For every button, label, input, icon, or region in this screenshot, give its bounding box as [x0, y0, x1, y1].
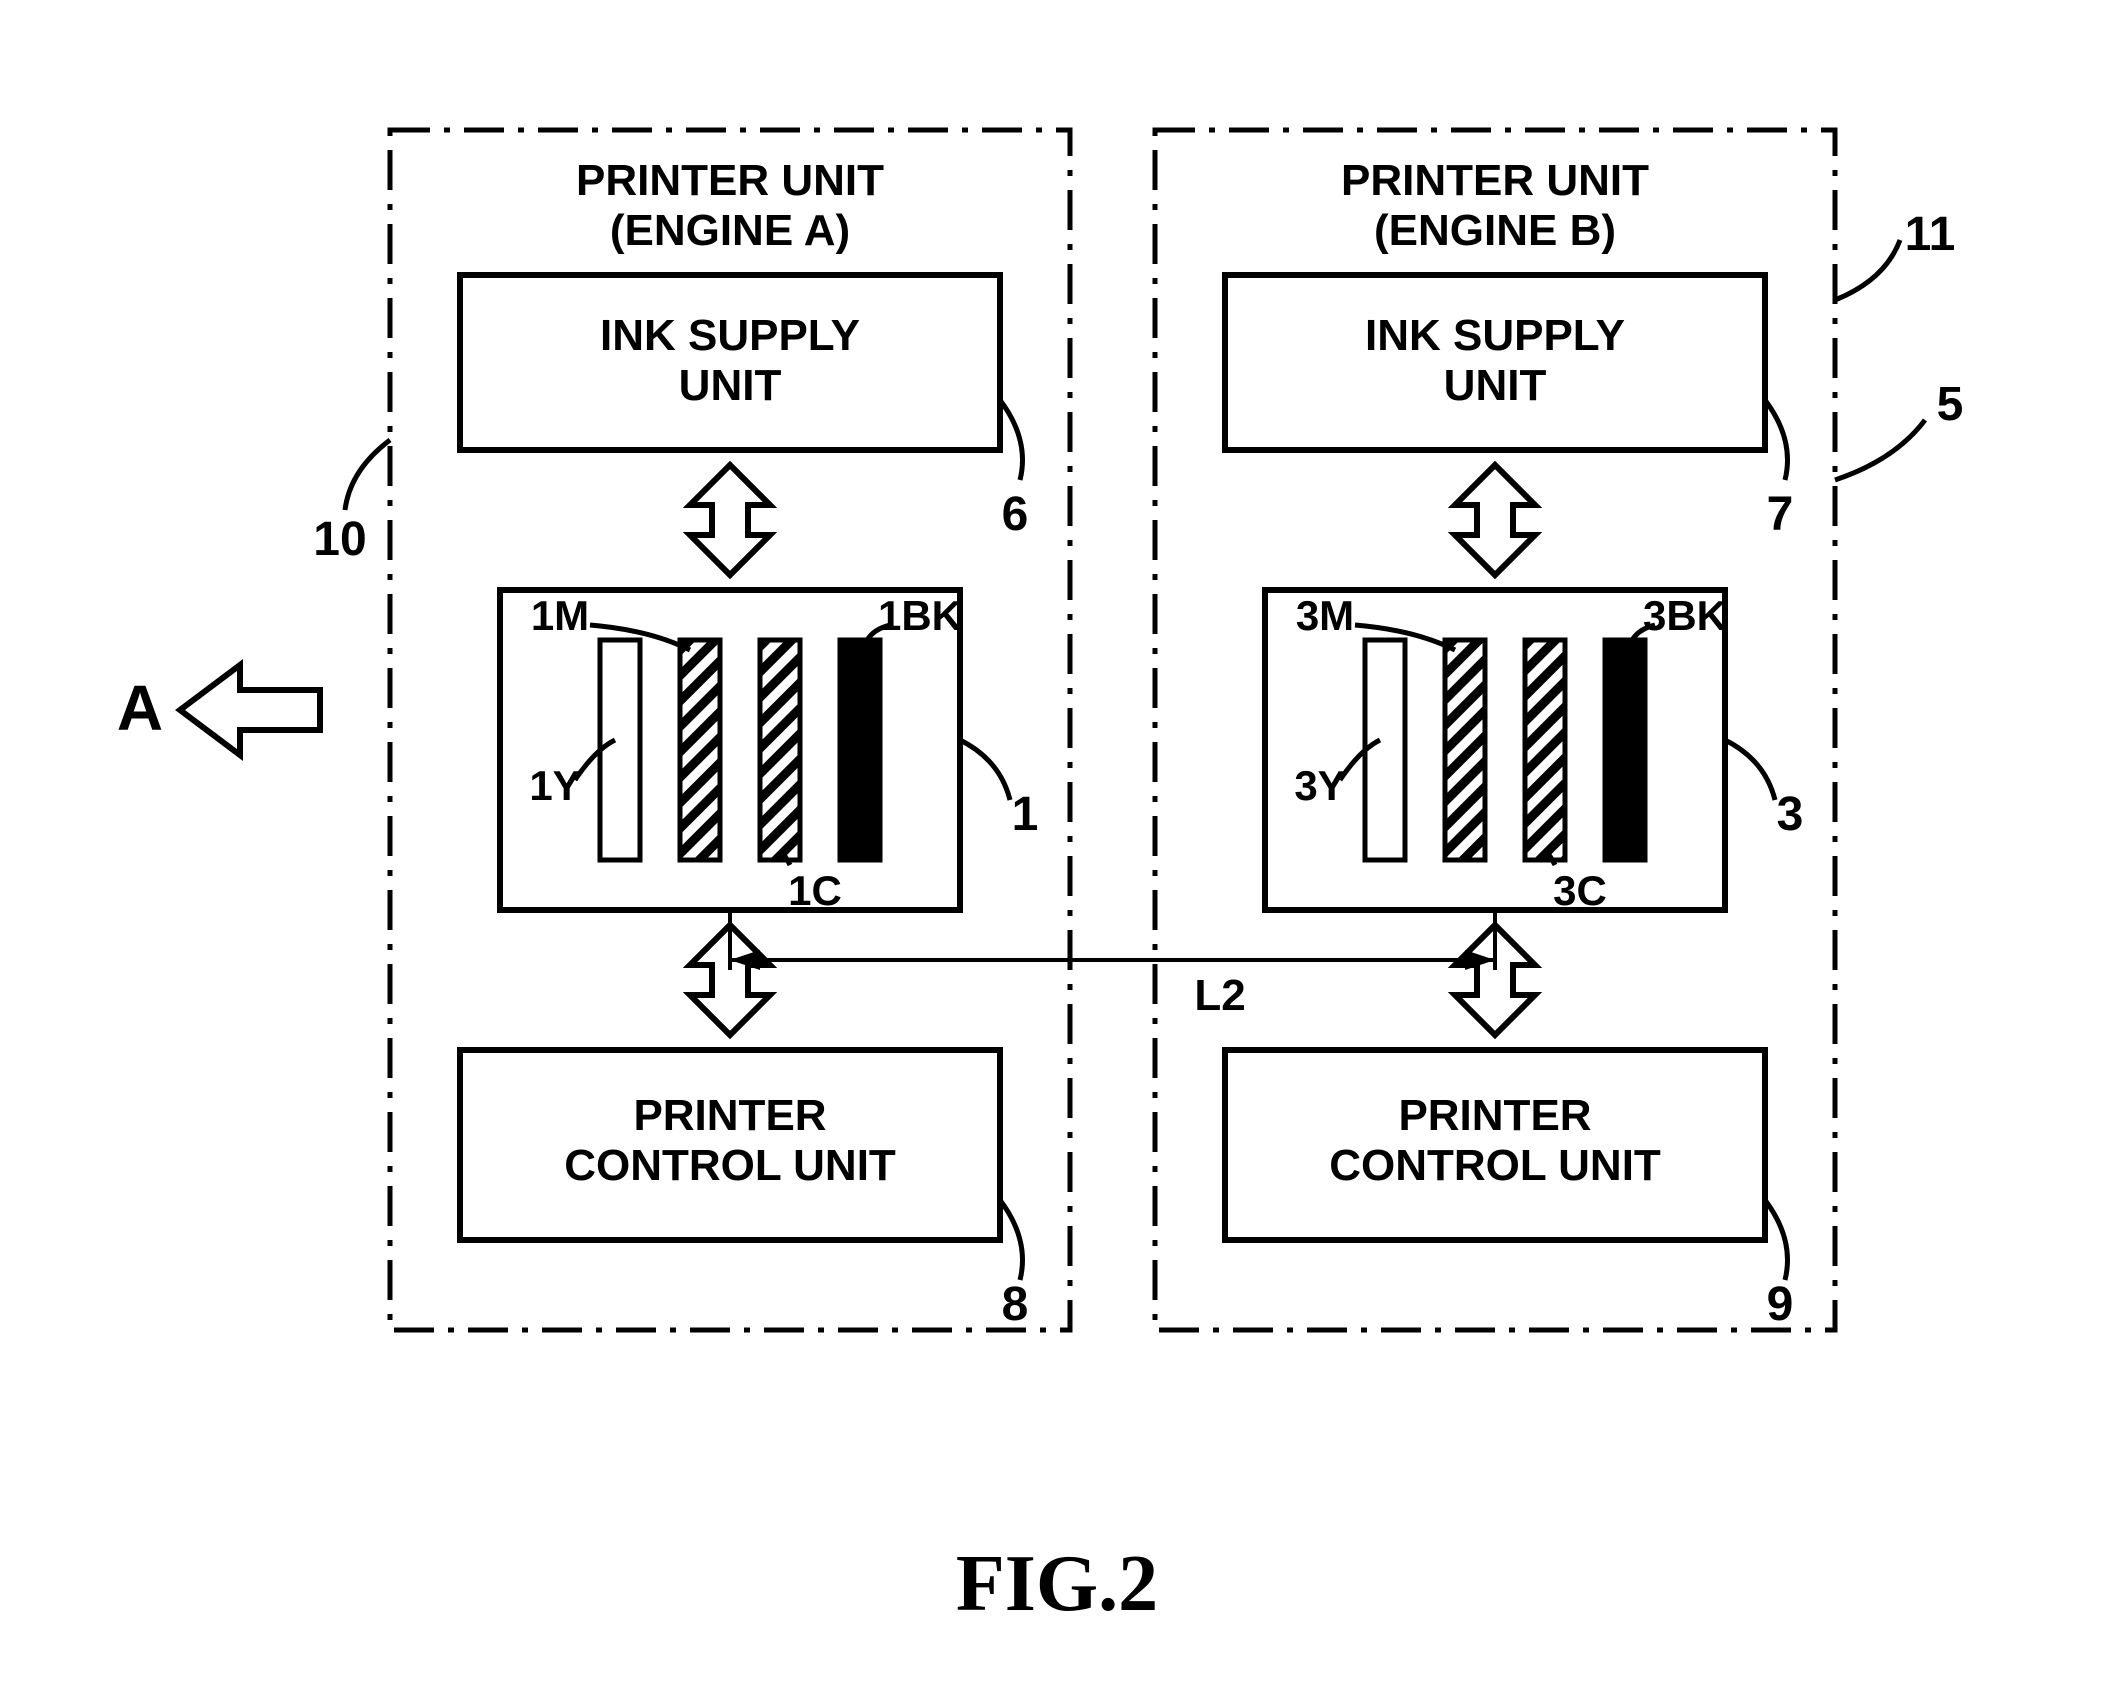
label-1m: 1M — [531, 592, 589, 639]
svg-text:CONTROL UNIT: CONTROL UNIT — [564, 1141, 896, 1190]
svg-text:PRINTER: PRINTER — [1398, 1091, 1591, 1140]
bar-3bk — [1605, 640, 1645, 860]
label-l2: L2 — [1194, 971, 1245, 1020]
ref-1: 1 — [1012, 788, 1039, 841]
ref-7: 7 — [1767, 488, 1794, 541]
printer-unit-engine-b: PRINTER UNIT (ENGINE B) INK SUPPLY UNIT … — [1155, 130, 1963, 1331]
bar-1y — [600, 640, 640, 860]
ref-5: 5 — [1937, 378, 1964, 431]
printer-unit-engine-a: PRINTER UNIT (ENGINE A) INK SUPPLY UNIT … — [313, 130, 1070, 1331]
ref-10: 10 — [313, 513, 366, 566]
arrow-ink-head-b — [1455, 465, 1535, 575]
ref-8: 8 — [1002, 1278, 1029, 1331]
svg-text:CONTROL UNIT: CONTROL UNIT — [1329, 1141, 1661, 1190]
unit-b-title-line1: PRINTER UNIT — [1341, 156, 1649, 205]
direction-a-label: A — [117, 672, 163, 744]
label-1c: 1C — [788, 867, 842, 914]
bar-3y — [1365, 640, 1405, 860]
bar-1c — [760, 640, 800, 860]
figure-caption: FIG.2 — [956, 1539, 1158, 1630]
unit-b-title-line2: (ENGINE B) — [1374, 206, 1616, 255]
ref-6-leader — [1000, 400, 1023, 480]
svg-text:INK SUPPLY: INK SUPPLY — [1365, 311, 1625, 360]
label-3m: 3M — [1296, 592, 1354, 639]
bar-3m — [1445, 640, 1485, 860]
label-3bk: 3BK — [1643, 592, 1727, 639]
unit-a-title-line1: PRINTER UNIT — [576, 156, 884, 205]
label-3c: 3C — [1553, 867, 1607, 914]
direction-a: A — [117, 665, 320, 755]
label-1bk: 1BK — [878, 592, 962, 639]
diagram-svg: PRINTER UNIT (ENGINE A) INK SUPPLY UNIT … — [0, 0, 2114, 1690]
ref-3: 3 — [1777, 788, 1804, 841]
ref-6: 6 — [1002, 488, 1029, 541]
ink-supply-a-label-l1: INK SUPPLY — [600, 311, 860, 360]
svg-text:PRINTER: PRINTER — [633, 1091, 826, 1140]
ref-11: 11 — [1905, 208, 1956, 261]
label-1y: 1Y — [529, 762, 580, 809]
ref-9: 9 — [1767, 1278, 1794, 1331]
bar-1m — [680, 640, 720, 860]
label-3y: 3Y — [1294, 762, 1345, 809]
bar-3c — [1525, 640, 1565, 860]
svg-text:UNIT: UNIT — [1444, 361, 1547, 410]
unit-a-title-line2: (ENGINE A) — [610, 206, 850, 255]
arrow-ink-head-a — [690, 465, 770, 575]
bar-1bk — [840, 640, 880, 860]
dimension-l2: L2 — [730, 910, 1495, 1025]
ink-supply-a-label-l2: UNIT — [679, 361, 782, 410]
